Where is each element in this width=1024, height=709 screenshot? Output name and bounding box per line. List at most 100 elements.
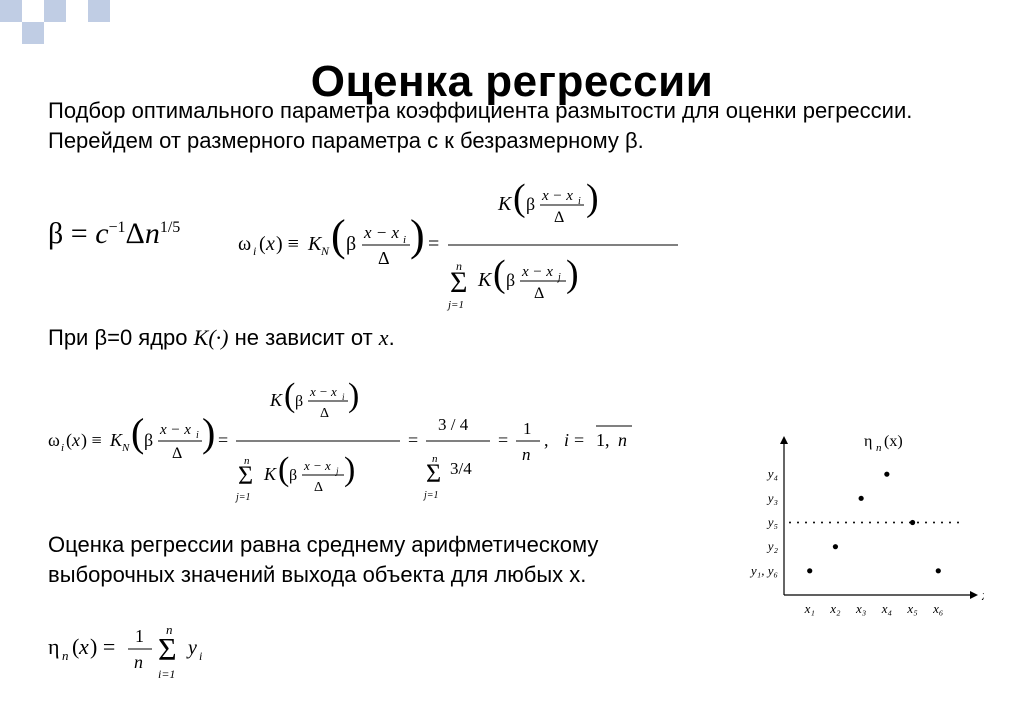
svg-text:1,: 1, (596, 430, 610, 450)
svg-text:i=1: i=1 (158, 667, 175, 681)
svg-text:): ) (344, 451, 355, 488)
svg-text:1: 1 (523, 419, 532, 438)
svg-text:): ) (566, 253, 579, 295)
svg-text:=: = (498, 430, 508, 450)
svg-text:(: ( (331, 211, 346, 260)
svg-text:j=1: j=1 (446, 299, 464, 311)
text-post: . (389, 325, 395, 350)
svg-text:y₁, y₆: y₁, y₆ (749, 563, 778, 578)
svg-text:ω: ω (48, 430, 60, 450)
svg-text:i: i (564, 430, 569, 450)
svg-text:): ) (202, 410, 215, 455)
text-pre: При β=0 ядро (48, 325, 194, 350)
svg-text:η: η (864, 433, 872, 450)
svg-text:(x): (x) (884, 433, 903, 450)
svg-text:n: n (134, 652, 143, 672)
svg-text:x − x: x − x (303, 458, 331, 473)
summary-text: Оценка регрессии равна среднему арифмети… (48, 530, 668, 589)
decor-square (66, 0, 88, 22)
svg-text:x − x: x − x (159, 422, 191, 438)
svg-text:=: = (428, 233, 439, 255)
svg-text:=: = (408, 430, 418, 450)
decor-square (22, 0, 44, 22)
svg-text:Σ: Σ (238, 461, 253, 490)
svg-text:(: ( (284, 377, 295, 414)
svg-text:β: β (506, 270, 515, 290)
text-mid: не зависит от (228, 325, 378, 350)
svg-text:i: i (61, 442, 64, 454)
scatter-chart: ηn(x)y₁, y₆y₂y₅y₃y₄x₁x₂x₃x₄x₅x₆x (724, 420, 984, 630)
svg-text:y₅: y₅ (766, 515, 778, 530)
beta-zero-line: При β=0 ядро K(·) не зависит от x. (48, 325, 395, 351)
kernel-K: K(·) (194, 325, 229, 350)
svg-text:K: K (477, 269, 493, 291)
svg-text:n: n (618, 430, 627, 450)
svg-text:1: 1 (135, 626, 144, 646)
svg-text:i: i (196, 430, 199, 441)
svg-text:(: ( (131, 410, 144, 455)
decor-square (44, 22, 66, 44)
svg-text:K: K (263, 464, 277, 484)
svg-text:η: η (48, 634, 60, 659)
svg-text:x: x (981, 588, 984, 604)
svg-text:,: , (544, 430, 549, 450)
svg-text:y: y (186, 637, 197, 659)
var-x: x (379, 325, 389, 350)
svg-text:Δ: Δ (320, 406, 329, 421)
decor-square (88, 0, 110, 22)
svg-text:) ≡: ) ≡ (81, 430, 102, 451)
eta-formula: η n ( x ) = 1 n n Σ i=1 y i (48, 612, 268, 689)
beta-definition: β = c−1Δn1/5 (48, 217, 180, 251)
svg-text:N: N (320, 244, 330, 258)
svg-text:3/4: 3/4 (450, 459, 472, 478)
svg-text:β: β (295, 393, 303, 410)
decor-square (44, 0, 66, 22)
svg-text:x − x: x − x (521, 264, 553, 280)
svg-text:β: β (289, 467, 297, 484)
svg-text:=: = (574, 430, 584, 450)
svg-text:=: = (218, 430, 228, 450)
svg-text:x₂: x₂ (829, 601, 841, 616)
svg-text:Σ: Σ (450, 266, 467, 299)
svg-text:) ≡: ) ≡ (276, 233, 299, 255)
svg-text:x − x: x − x (309, 384, 337, 399)
decor-square (0, 22, 22, 44)
omega-formula-1: ω i ( x ) ≡ K N ( β x − x i Δ ) = (238, 172, 698, 312)
svg-text:(: ( (259, 233, 266, 255)
svg-text:β: β (144, 430, 153, 450)
svg-text:): ) (410, 211, 425, 260)
svg-text:x: x (71, 430, 80, 450)
svg-text:j=1: j=1 (422, 490, 439, 501)
decor-top (0, 0, 1024, 42)
decor-square (22, 22, 44, 44)
svg-text:β: β (526, 194, 535, 214)
svg-text:3 / 4: 3 / 4 (438, 415, 469, 434)
svg-text:y₂: y₂ (766, 539, 779, 554)
svg-text:x − x: x − x (541, 188, 573, 204)
svg-text:): ) (348, 377, 359, 414)
svg-text:n: n (522, 445, 531, 464)
svg-text:(: ( (513, 177, 526, 219)
svg-text:Σ: Σ (426, 459, 441, 488)
svg-text:x: x (78, 634, 89, 659)
svg-text:(: ( (278, 451, 289, 488)
formula-row-1: β = c−1Δn1/5 ω i ( x ) ≡ K N ( β x − x i… (48, 172, 728, 312)
svg-text:β: β (346, 233, 356, 255)
svg-text:y₄: y₄ (766, 466, 779, 481)
svg-text:(: ( (493, 253, 506, 295)
svg-text:K: K (497, 193, 513, 215)
svg-text:x: x (265, 233, 275, 255)
svg-text:): ) (586, 177, 599, 219)
svg-text:Δ: Δ (534, 285, 544, 302)
svg-text:i: i (253, 244, 256, 258)
svg-text:x₆: x₆ (932, 601, 943, 616)
svg-text:Δ: Δ (554, 209, 564, 226)
svg-text:K: K (269, 390, 283, 410)
svg-text:Σ: Σ (158, 631, 177, 667)
svg-text:Δ: Δ (314, 480, 323, 495)
svg-text:x₃: x₃ (855, 601, 866, 616)
svg-text:x₅: x₅ (906, 601, 917, 616)
svg-text:x₄: x₄ (881, 601, 893, 616)
svg-text:j=1: j=1 (234, 492, 251, 503)
svg-text:n: n (876, 442, 882, 454)
